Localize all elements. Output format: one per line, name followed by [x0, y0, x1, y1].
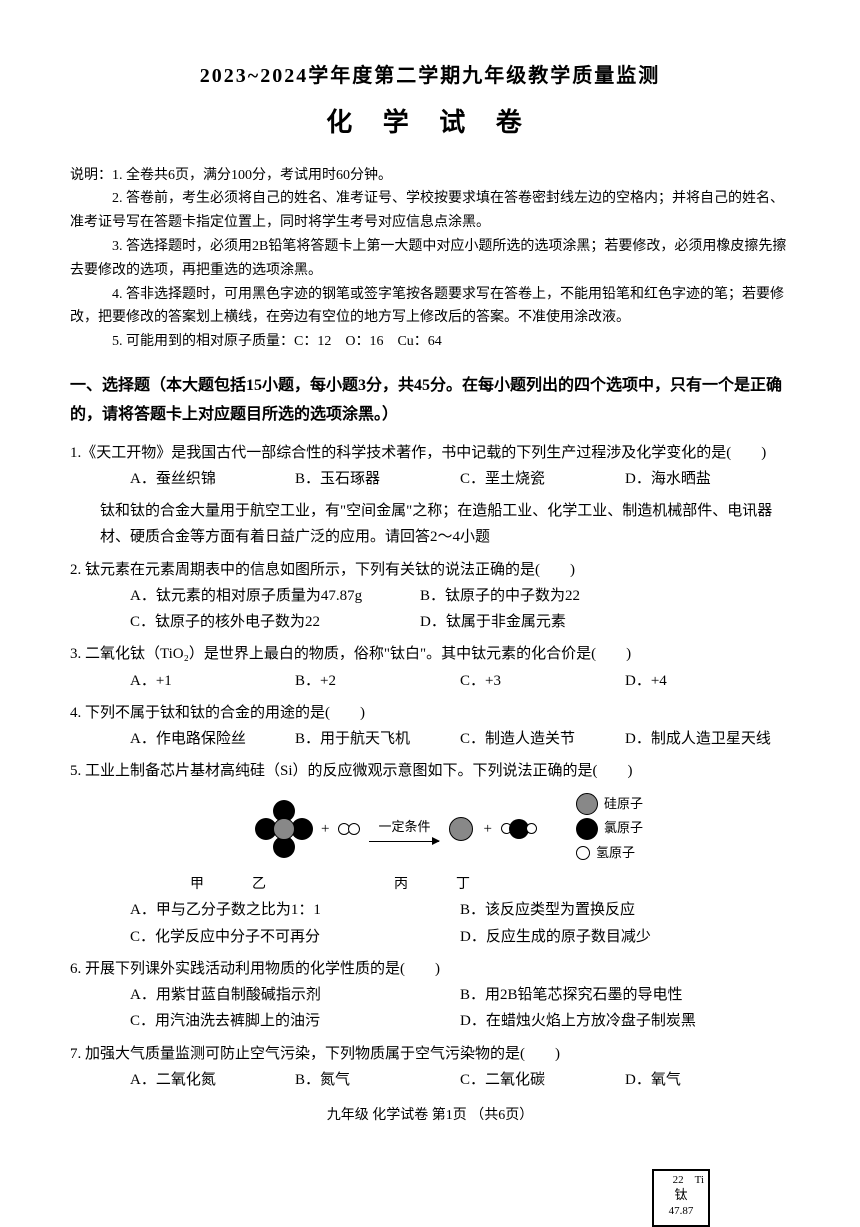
q5-option-a: A．甲与乙分子数之比为1：1 — [130, 897, 460, 923]
molecule-jia — [257, 802, 311, 856]
molecule-bing — [449, 817, 473, 841]
q5-option-c: C．化学反应中分子不可再分 — [130, 924, 460, 950]
q2-text: 2. 钛元素在元素周期表中的信息如图所示，下列有关钛的说法正确的是( ) — [70, 557, 790, 583]
element-box: 22 Ti 钛 47.87 — [652, 1169, 710, 1227]
q4-options: A．作电路保险丝 B．用于航天飞机 C．制造人造关节 D．制成人造卫星天线 — [70, 726, 790, 752]
label-yi: 乙 — [252, 873, 266, 898]
q6-option-c: C．用汽油洗去裤脚上的油污 — [130, 1008, 460, 1034]
page-footer: 九年级 化学试卷 第1页 （共6页） — [70, 1105, 790, 1127]
q4-option-a: A．作电路保险丝 — [130, 726, 295, 752]
legend-si: 硅原子 — [604, 793, 643, 816]
q6-option-a: A．用紫甘蓝自制酸碱指示剂 — [130, 982, 460, 1008]
q7-option-b: B．氮气 — [295, 1067, 460, 1093]
reaction-diagram: + 一定条件 + 硅原子 氯原子 氢原子 — [70, 793, 790, 865]
plus-sign: + — [483, 816, 491, 842]
q7-option-a: A．二氧化氮 — [130, 1067, 295, 1093]
q2-option-b: B．钛原子的中子数为22 — [420, 583, 710, 609]
q3-options: A．+1 B．+2 C．+3 D．+4 — [70, 668, 790, 694]
legend-cl: 氯原子 — [604, 817, 643, 840]
question-6: 6. 开展下列课外实践活动利用物质的化学性质的是( ) A．用紫甘蓝自制酸碱指示… — [70, 956, 790, 1035]
atom-legend: 硅原子 氯原子 氢原子 — [576, 793, 643, 865]
molecule-ding — [502, 819, 536, 839]
question-5: 5. 工业上制备芯片基材高纯硅（Si）的反应微观示意图如下。下列说法正确的是( … — [70, 758, 790, 950]
q4-option-c: C．制造人造关节 — [460, 726, 625, 752]
q1-option-b: B．玉石琢器 — [295, 466, 460, 492]
q3-text: 3. 二氧化钛（TiO₂）是世界上最白的物质，俗称"钛白"。其中钛元素的化合价是… — [70, 641, 790, 667]
molecule-yi — [339, 823, 359, 835]
q1-options: A．蚕丝织锦 B．玉石琢器 C．垩土烧瓷 D．海水晒盐 — [70, 466, 790, 492]
q1-option-a: A．蚕丝织锦 — [130, 466, 295, 492]
q5-option-d: D．反应生成的原子数目减少 — [460, 924, 790, 950]
element-number: 22 Ti — [656, 1173, 706, 1187]
q7-text: 7. 加强大气质量监测可防止空气污染，下列物质属于空气污染物的是( ) — [70, 1041, 790, 1067]
q4-text: 4. 下列不属于钛和钛的合金的用途的是( ) — [70, 700, 790, 726]
reaction-arrow: 一定条件 — [369, 816, 439, 842]
q1-option-d: D．海水晒盐 — [625, 466, 790, 492]
label-bing: 丙 — [394, 873, 408, 898]
q1-text: 1.《天工开物》是我国古代一部综合性的科学技术著作，书中记载的下列生产过程涉及化… — [70, 440, 790, 466]
q5-options: A．甲与乙分子数之比为1：1 C．化学反应中分子不可再分 B．该反应类型为置换反… — [70, 897, 790, 950]
q5-option-b: B．该反应类型为置换反应 — [460, 897, 790, 923]
context-2-4: 钛和钛的合金大量用于航空工业，有"空间金属"之称；在造船工业、化学工业、制造机械… — [70, 498, 790, 551]
q2-option-a: A．钛元素的相对原子质量为47.87g — [130, 583, 420, 609]
q6-option-b: B．用2B铅笔芯探究石墨的导电性 — [460, 982, 790, 1008]
q2-option-c: C．钛原子的核外电子数为22 — [130, 609, 420, 635]
label-jia: 甲 — [190, 873, 204, 898]
instructions-block: 说明：1. 全卷共6页，满分100分，考试用时60分钟。 2. 答卷前，考生必须… — [70, 164, 790, 354]
instruction-line: 2. 答卷前，考生必须将自己的姓名、准考证号、学校按要求填在答卷密封线左边的空格… — [70, 187, 790, 235]
q3-option-b: B．+2 — [295, 668, 460, 694]
instruction-line: 说明：1. 全卷共6页，满分100分，考试用时60分钟。 — [70, 164, 790, 188]
question-1: 1.《天工开物》是我国古代一部综合性的科学技术著作，书中记载的下列生产过程涉及化… — [70, 440, 790, 493]
subject-title: 化 学 试 卷 — [70, 102, 790, 144]
q2-options: A．钛元素的相对原子质量为47.87g C．钛原子的核外电子数为22 B．钛原子… — [70, 583, 790, 636]
q3-option-a: A．+1 — [130, 668, 295, 694]
q6-options: A．用紫甘蓝自制酸碱指示剂 C．用汽油洗去裤脚上的油污 B．用2B铅笔芯探究石墨… — [70, 982, 790, 1035]
q3-option-c: C．+3 — [460, 668, 625, 694]
main-title: 2023~2024学年度第二学期九年级教学质量监测 — [70, 60, 790, 92]
instruction-line: 3. 答选择题时，必须用2B铅笔将答题卡上第一大题中对应小题所选的选项涂黑；若要… — [70, 235, 790, 283]
question-3: 3. 二氧化钛（TiO₂）是世界上最白的物质，俗称"钛白"。其中钛元素的化合价是… — [70, 641, 790, 694]
section-header: 一、选择题（本大题包括15小题，每小题3分，共45分。在每小题列出的四个选项中，… — [70, 372, 790, 430]
question-2: 2. 钛元素在元素周期表中的信息如图所示，下列有关钛的说法正确的是( ) A．钛… — [70, 557, 790, 636]
q3-option-d: D．+4 — [625, 668, 790, 694]
arrow-label: 一定条件 — [369, 816, 439, 839]
q4-option-b: B．用于航天飞机 — [295, 726, 460, 752]
q5-text: 5. 工业上制备芯片基材高纯硅（Si）的反应微观示意图如下。下列说法正确的是( … — [70, 758, 790, 784]
question-7: 7. 加强大气质量监测可防止空气污染，下列物质属于空气污染物的是( ) A．二氧… — [70, 1041, 790, 1094]
q1-option-c: C．垩土烧瓷 — [460, 466, 625, 492]
q6-option-d: D．在蜡烛火焰上方放冷盘子制炭黑 — [460, 1008, 790, 1034]
q7-options: A．二氧化氮 B．氮气 C．二氧化碳 D．氧气 — [70, 1067, 790, 1093]
instruction-line: 5. 可能用到的相对原子质量：C：12 O：16 Cu：64 — [70, 330, 790, 354]
question-4: 4. 下列不属于钛和钛的合金的用途的是( ) A．作电路保险丝 B．用于航天飞机… — [70, 700, 790, 753]
label-ding: 丁 — [456, 873, 470, 898]
instruction-line: 4. 答非选择题时，可用黑色字迹的钢笔或签字笔按各题要求写在答卷上，不能用铅笔和… — [70, 283, 790, 331]
plus-sign: + — [321, 816, 329, 842]
q2-option-d: D．钛属于非金属元素 — [420, 609, 710, 635]
legend-h: 氢原子 — [596, 842, 635, 865]
molecule-labels: 甲 乙 丙 丁 — [70, 873, 790, 898]
q6-text: 6. 开展下列课外实践活动利用物质的化学性质的是( ) — [70, 956, 790, 982]
q7-option-d: D．氧气 — [625, 1067, 790, 1093]
q7-option-c: C．二氧化碳 — [460, 1067, 625, 1093]
element-name: 钛 — [656, 1187, 706, 1204]
q4-option-d: D．制成人造卫星天线 — [625, 726, 790, 752]
